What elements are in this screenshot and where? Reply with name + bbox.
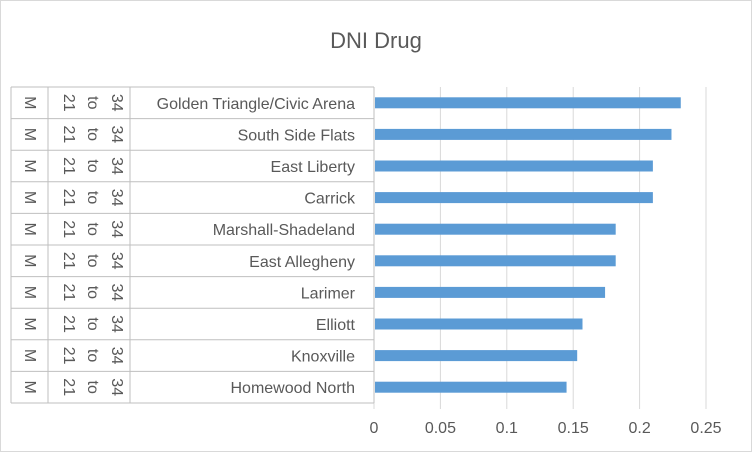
category-level-age-to-word: to	[84, 381, 101, 394]
category-level-age-to: 34	[108, 252, 125, 270]
category-level-age-to: 34	[108, 189, 125, 207]
category-level-age-from: 21	[60, 126, 77, 144]
category-label: Knoxville	[291, 349, 355, 366]
x-tick-label: 0.15	[558, 420, 589, 437]
bar	[375, 381, 567, 393]
bar	[375, 350, 578, 362]
bar	[375, 223, 616, 235]
bar	[375, 192, 653, 204]
category-level-age-from: 21	[60, 378, 77, 396]
category-level-sex: M	[21, 286, 38, 299]
category-level-age-to-word: to	[84, 96, 101, 109]
category-level-age-from: 21	[60, 157, 77, 175]
category-level-sex: M	[21, 128, 38, 141]
bar	[375, 255, 616, 267]
category-level-age-from: 21	[60, 347, 77, 365]
category-level-age-to-word: to	[84, 128, 101, 141]
category-level-sex: M	[21, 96, 38, 109]
bar	[375, 286, 606, 298]
category-label: Homewood North	[231, 380, 356, 397]
category-level-age-from: 21	[60, 315, 77, 333]
category-label: East Liberty	[271, 159, 355, 176]
category-label: Golden Triangle/Civic Arena	[157, 96, 355, 113]
x-tick-label: 0.1	[496, 420, 518, 437]
bar	[375, 97, 681, 109]
x-axis-ticks: 0 0.05 0.1 0.15 0.2 0.25	[370, 420, 722, 437]
category-label: Carrick	[304, 191, 356, 208]
category-level-age-to: 34	[108, 220, 125, 238]
bars	[375, 97, 681, 393]
category-level-age-to: 34	[108, 347, 125, 365]
category-level-sex: M	[21, 381, 38, 394]
x-tick-label: 0.25	[690, 420, 721, 437]
category-level-sex: M	[21, 254, 38, 267]
category-level-sex: M	[21, 349, 38, 362]
category-level-sex: M	[21, 159, 38, 172]
category-level-age-to-word: to	[84, 254, 101, 267]
category-label: South Side Flats	[238, 127, 355, 144]
category-level-age-from: 21	[60, 220, 77, 238]
category-label: Marshall-Shadeland	[213, 222, 355, 239]
category-level-age-from: 21	[60, 252, 77, 270]
category-level-sex: M	[21, 317, 38, 330]
category-table: M 21 to 34 Golden Triangle/Civic Arena M 21 to 3…	[10, 86, 375, 404]
category-level-age-to: 34	[108, 378, 125, 396]
category-level-age-to-word: to	[84, 223, 101, 236]
category-level-age-to-word: to	[84, 159, 101, 172]
bar	[375, 318, 583, 330]
category-level-age-to-word: to	[84, 286, 101, 299]
category-level-age-to: 34	[108, 157, 125, 175]
category-level-age-to-word: to	[84, 349, 101, 362]
chart-title: DNI Drug	[330, 28, 422, 53]
category-level-age-to-word: to	[84, 191, 101, 204]
category-level-age-from: 21	[60, 284, 77, 302]
category-level-age-to: 34	[108, 315, 125, 333]
category-level-age-to: 34	[108, 126, 125, 144]
category-level-age-to-word: to	[84, 317, 101, 330]
category-level-sex: M	[21, 223, 38, 236]
x-tick-label: 0	[370, 420, 379, 437]
category-level-age-from: 21	[60, 189, 77, 207]
category-level-sex: M	[21, 191, 38, 204]
bar	[375, 160, 653, 172]
category-level-age-to: 34	[108, 94, 125, 112]
category-label: East Allegheny	[249, 254, 355, 271]
x-tick-label: 0.05	[425, 420, 456, 437]
category-level-age-from: 21	[60, 94, 77, 112]
category-level-age-to: 34	[108, 284, 125, 302]
category-label: Larimer	[301, 285, 356, 302]
x-tick-label: 0.2	[628, 420, 650, 437]
bar	[375, 128, 672, 140]
category-label: Elliott	[316, 317, 356, 334]
